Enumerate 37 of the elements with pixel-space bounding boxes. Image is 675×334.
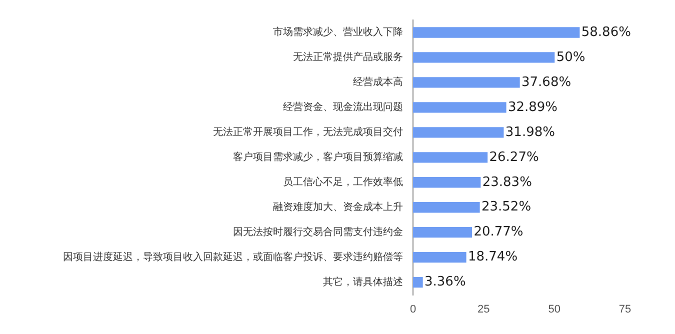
x-tick-label: 25 (478, 303, 490, 316)
bar (413, 177, 481, 188)
data-label: 20.77% (474, 224, 524, 240)
bar (413, 77, 520, 88)
bar (413, 276, 423, 288)
y-tick-label: 因项目进度延迟，导致项目收入回款延迟，或面临客户投诉、要求违约赔偿等 (63, 251, 403, 264)
data-label: 23.83% (482, 174, 532, 190)
y-tick-label: 经营成本高 (353, 76, 403, 88)
x-tick-label: 75 (618, 303, 632, 316)
bar (413, 102, 506, 113)
data-label: 26.27% (489, 150, 539, 165)
data-label: 50% (556, 50, 586, 65)
y-tick-label: 员工信心不足，工作效率低 (283, 176, 403, 188)
data-label: 3.36% (424, 274, 466, 290)
bar (413, 227, 472, 238)
x-tick-label: 50 (548, 303, 560, 316)
data-label: 37.68% (522, 74, 572, 90)
data-label: 23.52% (481, 200, 532, 215)
data-label: 31.98% (505, 124, 555, 140)
x-tick-label: 0 (410, 303, 416, 316)
data-label: 58.86% (581, 24, 631, 40)
y-tick-label: 融资难度加大、资金成本上升 (273, 201, 403, 214)
y-tick-label: 市场需求减少、营业收入下降 (273, 26, 403, 38)
data-label: 32.89% (508, 100, 558, 115)
bar (413, 202, 480, 213)
y-tick-label: 其它，请具体描述 (323, 276, 403, 288)
y-tick-label: 因无法按时履行交易合同需支付违约金 (233, 226, 403, 238)
y-tick-label: 客户项目需求减少，客户项目预算缩减 (233, 151, 403, 164)
bar (413, 252, 466, 263)
data-label: 18.74% (468, 250, 518, 265)
bar (413, 52, 555, 63)
y-tick-label: 无法正常提供产品或服务 (293, 51, 403, 64)
bar (413, 152, 488, 163)
bar (413, 27, 580, 38)
bar (413, 127, 504, 138)
y-tick-label: 无法正常开展项目工作，无法完成项目交付 (213, 126, 403, 138)
y-tick-label: 经营资金、现金流出现问题 (283, 101, 403, 114)
